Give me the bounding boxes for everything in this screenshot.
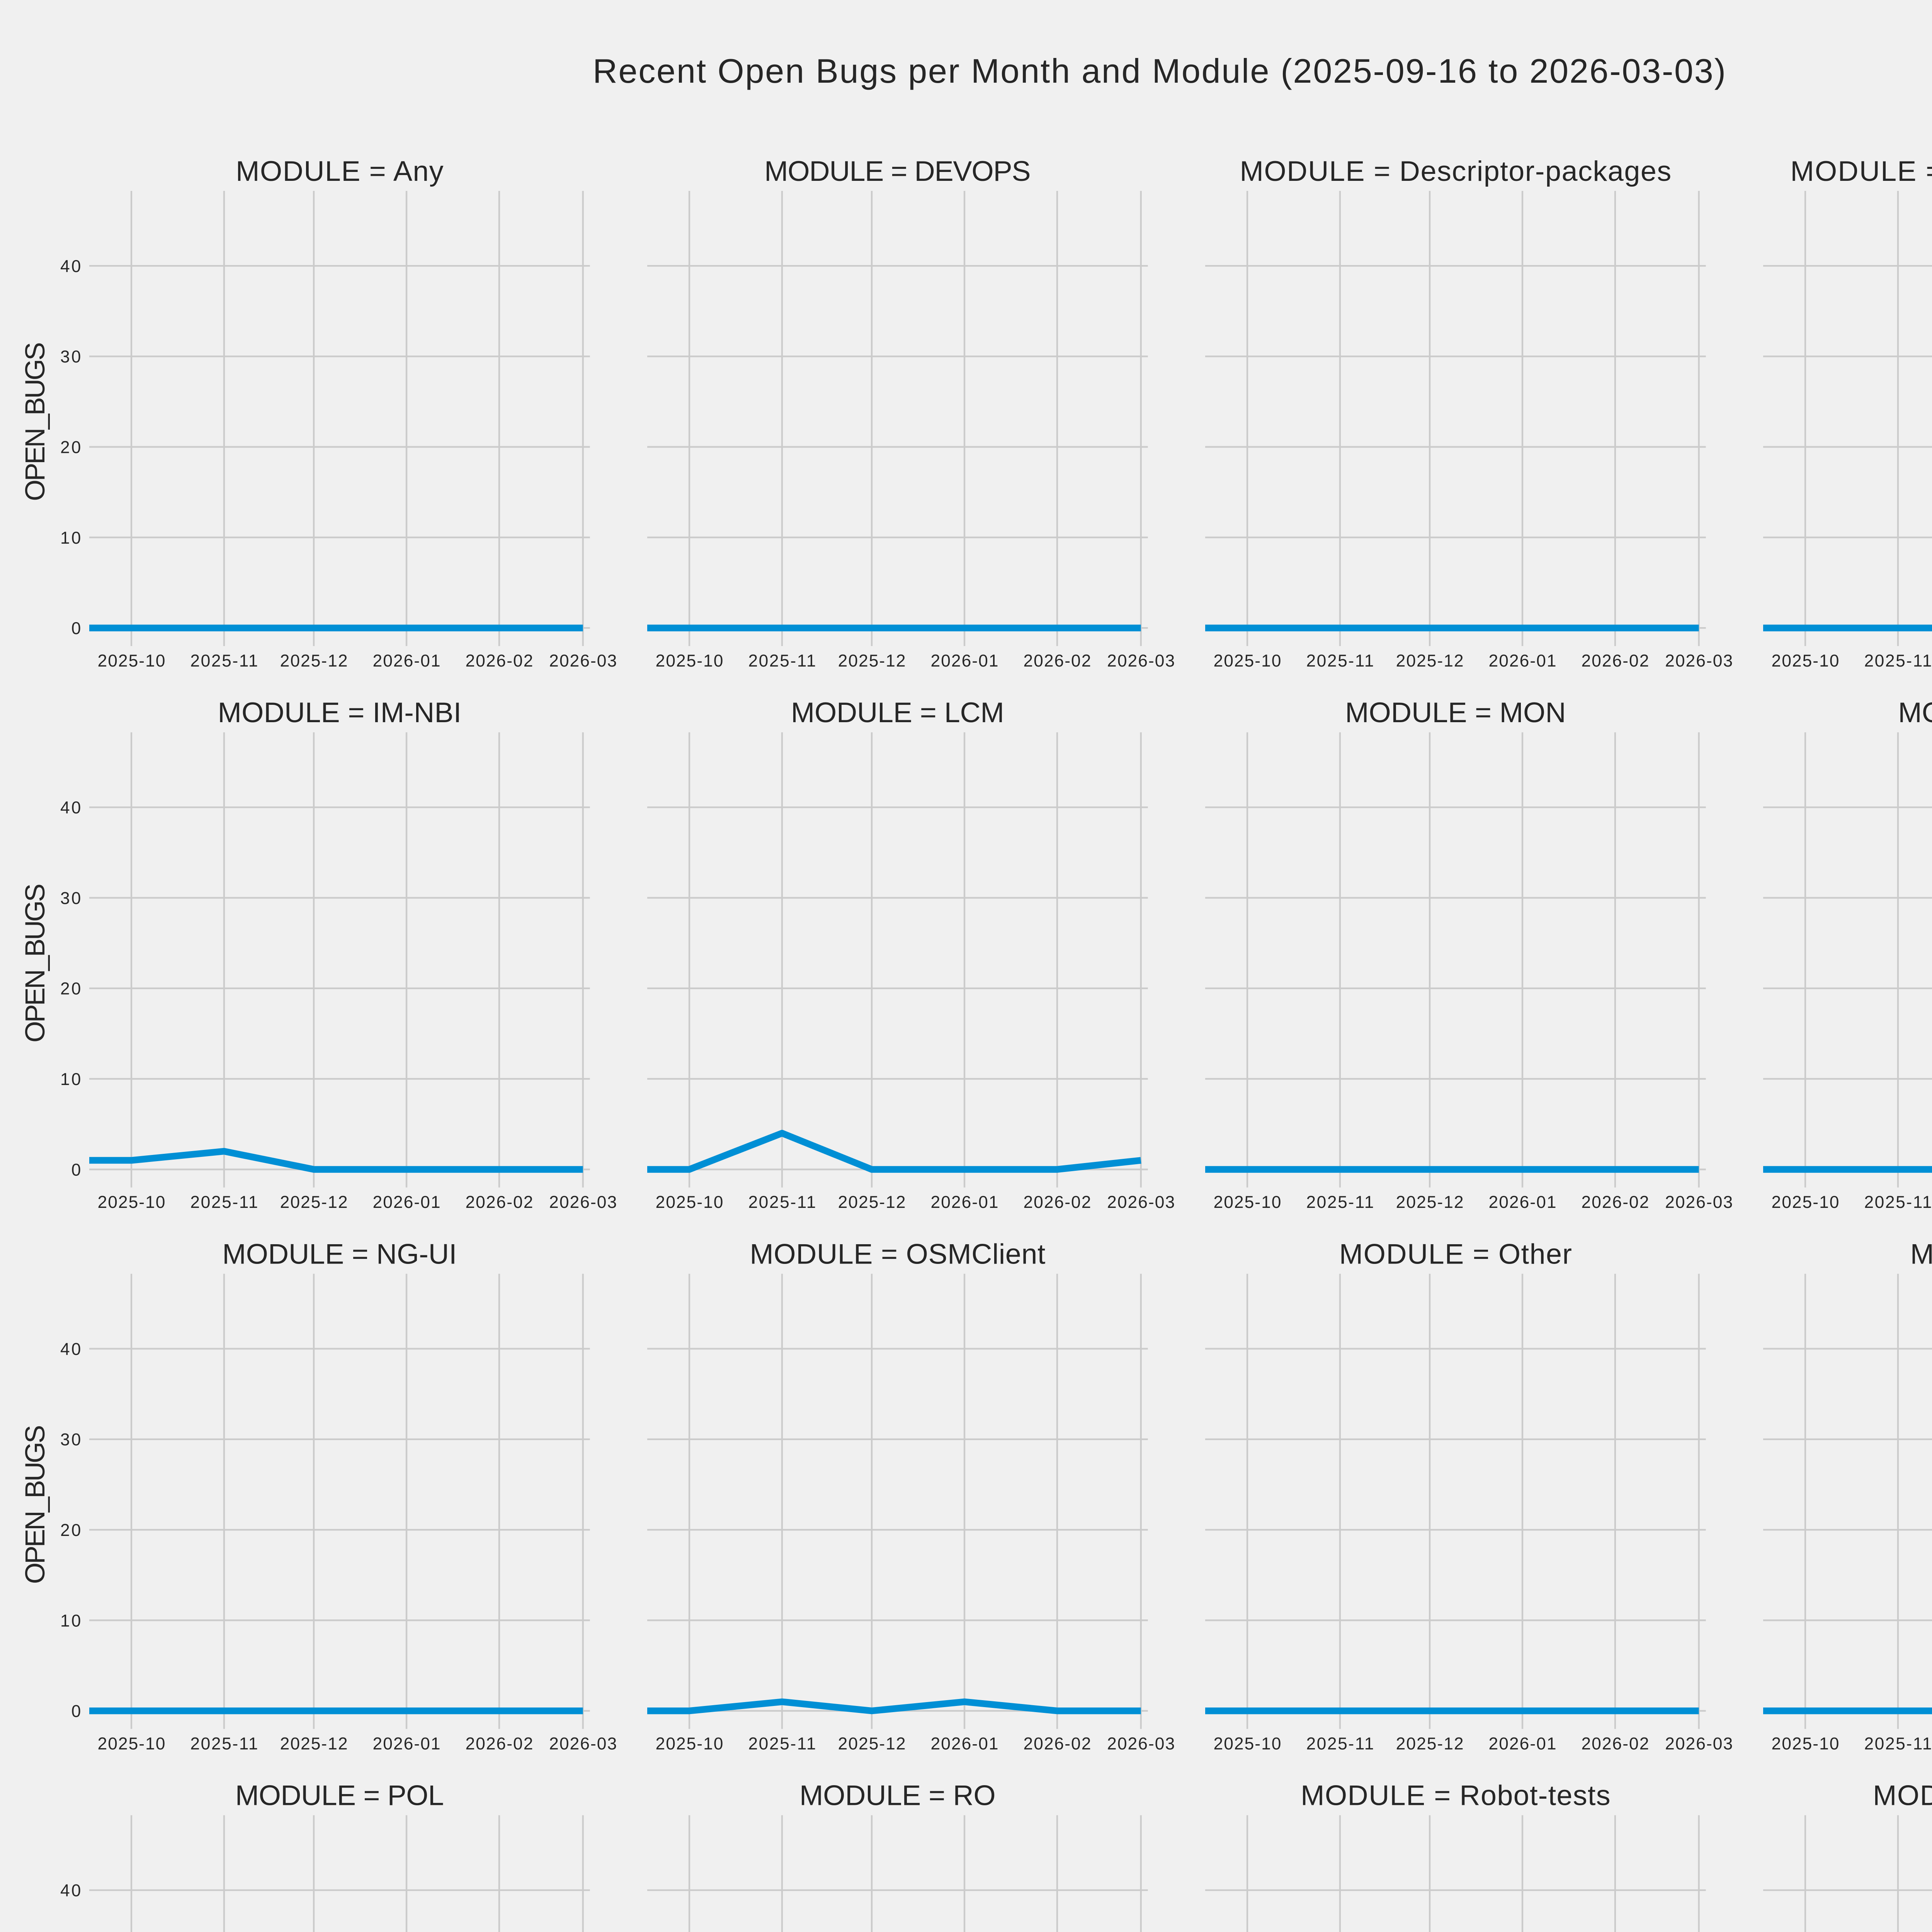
- svg-text:MODULE = Documentation / Wiki: MODULE = Documentation / Wiki: [1790, 155, 1932, 187]
- svg-text:2026-03: 2026-03: [1107, 1734, 1175, 1753]
- svg-text:2026-03: 2026-03: [1107, 651, 1175, 670]
- svg-text:MODULE = Other: MODULE = Other: [1339, 1238, 1572, 1270]
- svg-text:2026-01: 2026-01: [931, 1734, 998, 1753]
- svg-text:MODULE = POL: MODULE = POL: [235, 1779, 444, 1811]
- svg-text:2025-12: 2025-12: [280, 1734, 348, 1753]
- svg-text:2025-10: 2025-10: [98, 1734, 165, 1753]
- svg-text:2026-02: 2026-02: [1581, 1193, 1649, 1212]
- svg-text:2026-03: 2026-03: [549, 1193, 617, 1212]
- svg-text:2025-12: 2025-12: [1396, 651, 1464, 670]
- svg-text:MODULE = Any: MODULE = Any: [236, 155, 444, 187]
- svg-text:2026-01: 2026-01: [1489, 1193, 1556, 1212]
- svg-text:MODULE = PLA: MODULE = PLA: [1910, 1238, 1932, 1270]
- svg-text:2025-12: 2025-12: [838, 1193, 906, 1212]
- svg-text:0: 0: [71, 1702, 81, 1721]
- svg-text:0: 0: [71, 619, 81, 638]
- svg-text:2026-02: 2026-02: [465, 1734, 533, 1753]
- svg-text:2026-02: 2026-02: [465, 1193, 533, 1212]
- svg-text:2025-12: 2025-12: [1396, 1193, 1464, 1212]
- svg-text:2025-10: 2025-10: [1214, 1193, 1281, 1212]
- svg-text:2026-02: 2026-02: [1023, 1734, 1091, 1753]
- svg-text:2025-11: 2025-11: [190, 1734, 258, 1753]
- svg-text:2025-10: 2025-10: [656, 651, 723, 670]
- svg-text:2026-03: 2026-03: [549, 1734, 617, 1753]
- svg-text:OPEN_BUGS: OPEN_BUGS: [20, 342, 51, 501]
- svg-text:MODULE = MON: MODULE = MON: [1345, 696, 1566, 728]
- svg-text:OPEN_BUGS: OPEN_BUGS: [20, 1425, 51, 1584]
- svg-text:2026-02: 2026-02: [465, 651, 533, 670]
- svg-text:2025-10: 2025-10: [1772, 1193, 1839, 1212]
- svg-text:2025-12: 2025-12: [280, 1193, 348, 1212]
- svg-text:MODULE = Unknown: MODULE = Unknown: [1873, 1779, 1932, 1811]
- svg-text:MODULE = IM-NBI: MODULE = IM-NBI: [218, 696, 462, 728]
- svg-text:MODULE = Descriptor-packages: MODULE = Descriptor-packages: [1240, 155, 1671, 187]
- svg-text:OPEN_BUGS: OPEN_BUGS: [20, 883, 51, 1043]
- svg-text:2025-11: 2025-11: [1306, 651, 1374, 670]
- svg-text:2026-02: 2026-02: [1581, 1734, 1649, 1753]
- svg-text:2025-11: 2025-11: [1864, 1193, 1932, 1212]
- svg-text:2026-02: 2026-02: [1023, 651, 1091, 670]
- svg-text:MODULE = OSMClient: MODULE = OSMClient: [750, 1238, 1045, 1270]
- svg-text:2025-11: 2025-11: [748, 651, 816, 670]
- svg-text:2026-02: 2026-02: [1581, 651, 1649, 670]
- svg-text:2025-11: 2025-11: [1864, 651, 1932, 670]
- svg-text:Recent Open Bugs per Month and: Recent Open Bugs per Month and Module (2…: [593, 52, 1726, 90]
- svg-text:MODULE = LCM: MODULE = LCM: [791, 696, 1004, 728]
- svg-text:2026-01: 2026-01: [1489, 1734, 1556, 1753]
- svg-text:2025-10: 2025-10: [98, 651, 165, 670]
- svg-text:2026-03: 2026-03: [1665, 1734, 1733, 1753]
- svg-text:2025-10: 2025-10: [656, 1193, 723, 1212]
- svg-text:2025-11: 2025-11: [190, 1193, 258, 1212]
- svg-text:2026-01: 2026-01: [931, 1193, 998, 1212]
- svg-text:2026-03: 2026-03: [549, 651, 617, 670]
- svg-text:2026-03: 2026-03: [1665, 1193, 1733, 1212]
- svg-text:2026-02: 2026-02: [1023, 1193, 1091, 1212]
- svg-text:MODULE = DEVOPS: MODULE = DEVOPS: [764, 155, 1031, 187]
- svg-text:MODULE = NG-UI: MODULE = NG-UI: [222, 1238, 457, 1270]
- svg-text:2025-11: 2025-11: [1306, 1734, 1374, 1753]
- svg-text:MODULE = Robot-tests: MODULE = Robot-tests: [1301, 1779, 1610, 1811]
- svg-text:2025-12: 2025-12: [1396, 1734, 1464, 1753]
- svg-text:2026-03: 2026-03: [1665, 651, 1733, 670]
- svg-text:2026-01: 2026-01: [1489, 651, 1556, 670]
- svg-text:2025-11: 2025-11: [1864, 1734, 1932, 1753]
- svg-text:2025-10: 2025-10: [98, 1193, 165, 1212]
- svg-text:2025-12: 2025-12: [838, 1734, 906, 1753]
- svg-text:2025-10: 2025-10: [1214, 651, 1281, 670]
- svg-text:0: 0: [71, 1160, 81, 1179]
- svg-text:2025-12: 2025-12: [838, 651, 906, 670]
- svg-text:MODULE = N2VC: MODULE = N2VC: [1898, 696, 1932, 728]
- svg-text:2026-01: 2026-01: [931, 651, 998, 670]
- svg-text:2026-01: 2026-01: [373, 651, 440, 670]
- svg-text:2025-10: 2025-10: [1772, 651, 1839, 670]
- svg-text:2025-10: 2025-10: [656, 1734, 723, 1753]
- svg-text:2025-11: 2025-11: [748, 1734, 816, 1753]
- svg-text:2026-01: 2026-01: [373, 1734, 440, 1753]
- svg-text:2025-12: 2025-12: [280, 651, 348, 670]
- svg-text:2025-11: 2025-11: [1306, 1193, 1374, 1212]
- svg-text:2025-10: 2025-10: [1772, 1734, 1839, 1753]
- svg-text:2025-10: 2025-10: [1214, 1734, 1281, 1753]
- svg-text:2025-11: 2025-11: [748, 1193, 816, 1212]
- svg-text:2026-01: 2026-01: [373, 1193, 440, 1212]
- svg-text:MODULE = RO: MODULE = RO: [799, 1779, 996, 1811]
- svg-text:2025-11: 2025-11: [190, 651, 258, 670]
- svg-text:2026-03: 2026-03: [1107, 1193, 1175, 1212]
